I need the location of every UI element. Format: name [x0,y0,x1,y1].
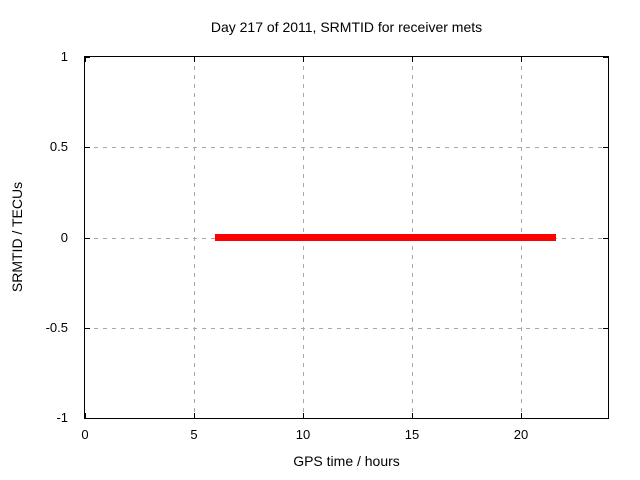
y-tick-mark-left [85,57,90,58]
plot-area [84,56,609,419]
gridline-vertical [194,57,195,418]
x-tick-mark-top [85,57,86,62]
x-tick-mark-bottom [303,413,304,418]
y-tick-mark-right [603,147,608,148]
x-tick-mark-bottom [521,413,522,418]
x-tick-label: 0 [81,427,89,442]
x-tick-mark-bottom [85,413,86,418]
y-tick-mark-left [85,328,90,329]
x-tick-label: 20 [513,427,529,442]
x-tick-mark-top [521,57,522,62]
gridline-horizontal [85,147,608,148]
x-tick-mark-top [194,57,195,62]
x-tick-mark-top [412,57,413,62]
series-line-srmtid-for-receiver-mets [215,234,556,241]
y-tick-label: 0.5 [49,139,68,154]
y-tick-mark-left [85,238,90,239]
y-tick-label: -1 [56,410,68,425]
y-tick-mark-right [603,57,608,58]
y-tick-label: 0 [60,230,68,245]
x-tick-label: 15 [404,427,420,442]
x-tick-label: 10 [295,427,311,442]
y-tick-label: 1 [60,49,68,64]
x-tick-mark-bottom [194,413,195,418]
y-tick-mark-right [603,418,608,419]
y-tick-label: -0.5 [45,320,68,335]
x-axis-title: GPS time / hours [293,453,400,469]
chart-title: Day 217 of 2011, SRMTID for receiver met… [210,19,483,35]
y-tick-mark-left [85,147,90,148]
x-tick-mark-bottom [412,413,413,418]
gridline-horizontal [85,328,608,329]
x-tick-label: 5 [190,427,198,442]
y-tick-mark-right [603,238,608,239]
x-tick-mark-top [303,57,304,62]
y-tick-mark-right [603,328,608,329]
y-tick-mark-left [85,418,90,419]
